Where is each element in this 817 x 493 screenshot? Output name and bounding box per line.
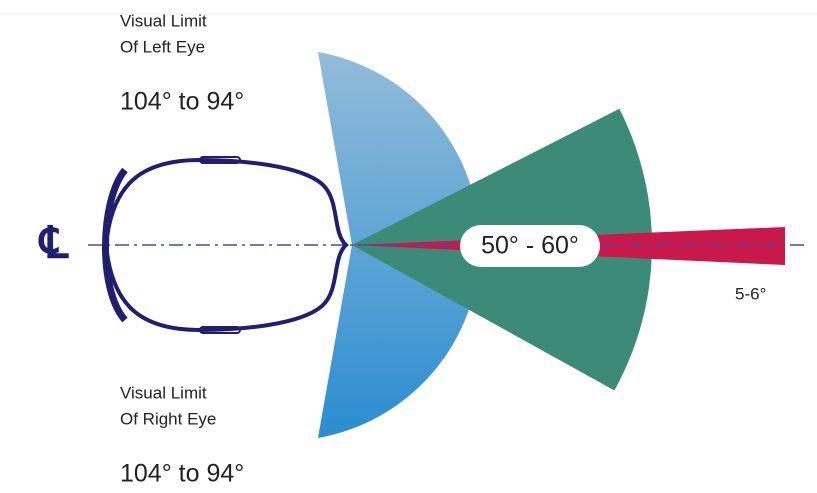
label-pill [460, 225, 600, 267]
centerline-symbol: ℄ [38, 218, 69, 269]
focus-range: 5-6° [735, 284, 766, 303]
ear [199, 326, 241, 334]
right-eye-range: 104° to 94° [120, 460, 244, 488]
left-eye-label: Of Left Eye [120, 37, 205, 56]
left-eye-range: 104° to 94° [120, 88, 244, 116]
visual-field [317, 51, 480, 439]
ear [199, 156, 241, 164]
left-eye-label: Visual Limit [120, 11, 207, 30]
right-eye-label: Of Right Eye [120, 409, 216, 428]
binocular-range: 50° - 60° [481, 232, 579, 260]
head-back [102, 167, 128, 323]
right-eye-label: Visual Limit [120, 383, 207, 402]
